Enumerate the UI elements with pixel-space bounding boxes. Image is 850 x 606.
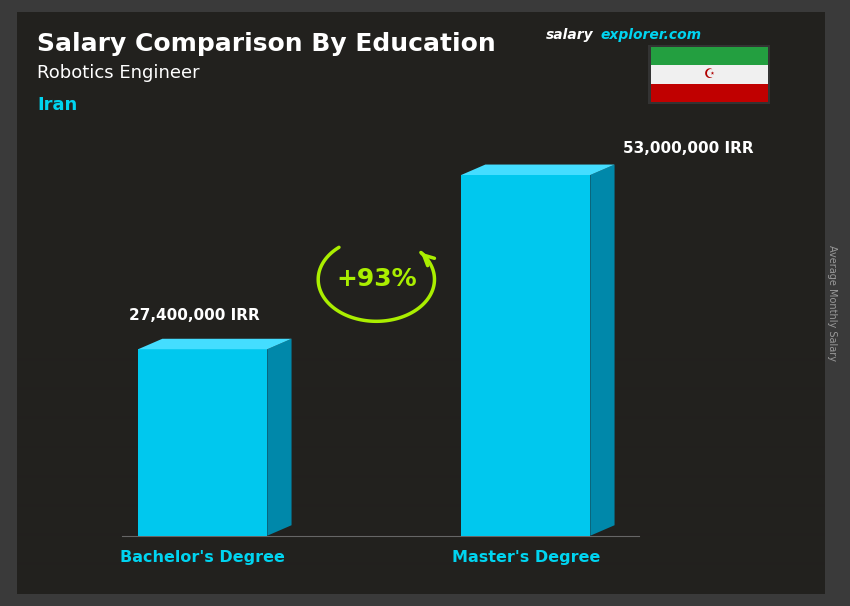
Polygon shape [590,165,615,536]
Bar [17,358,824,390]
Bar [17,213,824,245]
Text: Master's Degree: Master's Degree [451,550,600,565]
Text: 53,000,000 IRR: 53,000,000 IRR [622,141,753,156]
Bar [17,242,824,274]
Bar [17,562,824,594]
Text: Bachelor's Degree: Bachelor's Degree [121,550,285,565]
Polygon shape [138,339,292,349]
Bar [649,45,770,104]
Bar [17,504,824,536]
Polygon shape [267,339,292,536]
Bar [17,271,824,303]
Bar [17,125,824,158]
Bar [651,65,768,84]
Bar [17,445,824,478]
Bar [651,47,768,65]
Bar [17,38,824,70]
Bar [651,84,768,102]
Text: +93%: +93% [336,267,416,291]
Text: Iran: Iran [37,96,77,115]
Bar [17,329,824,361]
Bar [17,300,824,332]
Text: salary: salary [546,28,593,42]
Text: 27,400,000 IRR: 27,400,000 IRR [129,308,260,323]
Bar [17,96,824,128]
Bar [17,474,824,507]
Bar [17,533,824,565]
Text: Average Monthly Salary: Average Monthly Salary [827,245,837,361]
Text: ☪: ☪ [704,68,715,81]
Bar [17,416,824,448]
Polygon shape [461,165,615,175]
Text: Robotics Engineer: Robotics Engineer [37,64,200,82]
Bar [17,67,824,99]
Bar [17,155,824,187]
Polygon shape [138,349,267,536]
Polygon shape [461,175,590,536]
Bar [17,184,824,216]
Bar [17,9,824,41]
Text: Salary Comparison By Education: Salary Comparison By Education [37,33,496,56]
Bar [17,387,824,419]
Text: explorer.com: explorer.com [600,28,701,42]
